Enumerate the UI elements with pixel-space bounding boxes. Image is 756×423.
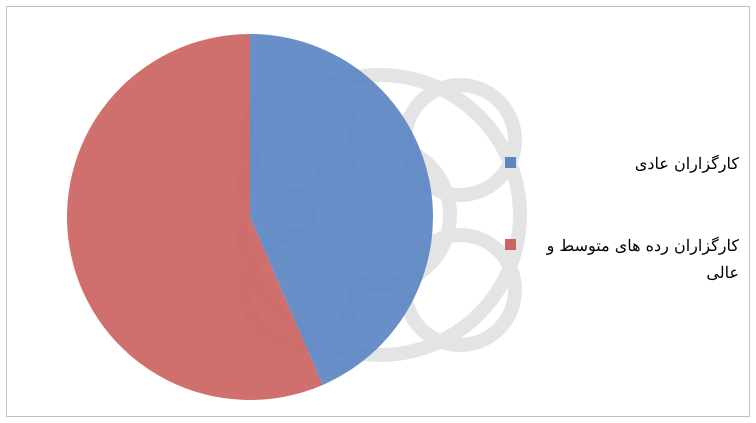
chart: کارگزاران عادی کارگزاران رده های متوسط و … bbox=[0, 0, 756, 423]
legend-swatch bbox=[505, 157, 516, 168]
pie bbox=[67, 34, 433, 400]
legend-swatch bbox=[505, 239, 516, 250]
legend-item: کارگزاران رده های متوسط و عالی bbox=[505, 232, 745, 286]
legend-label: کارگزاران رده های متوسط و عالی bbox=[521, 232, 739, 286]
legend-item: کارگزاران عادی bbox=[505, 150, 745, 177]
chart-canvas bbox=[0, 0, 756, 423]
legend-label: کارگزاران عادی bbox=[521, 150, 739, 177]
